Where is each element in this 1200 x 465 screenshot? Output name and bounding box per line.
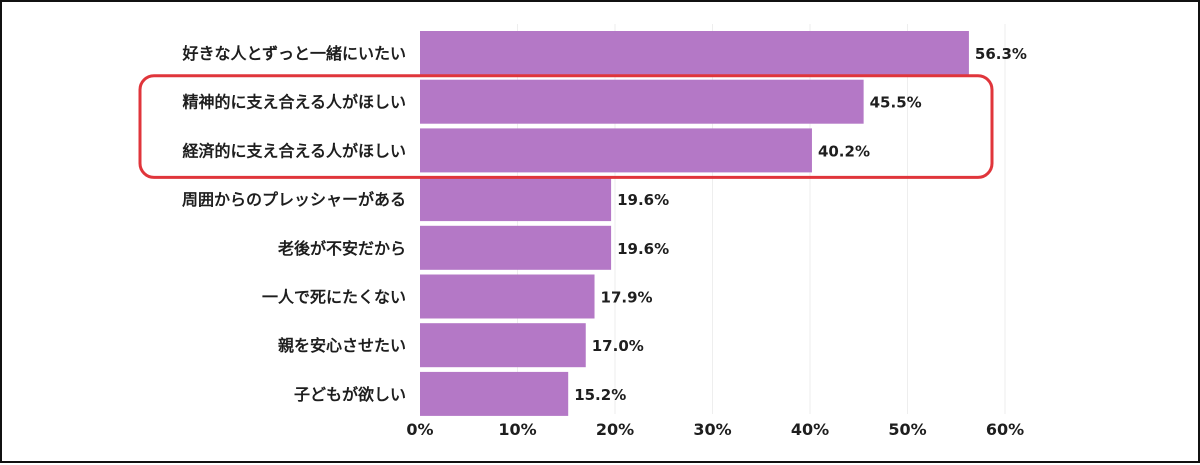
bar [420, 79, 864, 124]
category-label: 精神的に支え合える人がほしい [182, 93, 406, 112]
x-axis-ticks: 0% 10% 20% 30% 40% 50% 60% [406, 420, 1024, 439]
x-tick-label: 50% [888, 420, 926, 439]
bar [420, 323, 586, 368]
value-label: 45.5% [870, 94, 922, 112]
category-label: 周囲からのプレッシャーがある [182, 190, 406, 209]
category-label: 好きな人とずっと一緒にいたい [181, 44, 406, 63]
bar [420, 177, 612, 222]
category-label: 子どもが欲しい [294, 385, 406, 404]
value-labels: 56.3% 45.5% 40.2% 19.6% 19.6% 17.9% 17.0% 15.2% [574, 45, 1027, 404]
bar [420, 128, 812, 173]
highlight-outline [138, 74, 994, 179]
bar [420, 274, 595, 319]
highlight-box [138, 74, 994, 179]
value-label: 17.9% [601, 289, 653, 307]
bar [420, 31, 969, 75]
x-tick-label: 10% [498, 420, 536, 439]
category-label: 親を安心させたい [278, 336, 406, 355]
category-label: 老後が不安だから [277, 239, 406, 258]
x-tick-label: 60% [986, 420, 1024, 439]
value-label: 40.2% [818, 142, 870, 160]
bars [420, 31, 969, 416]
value-label: 15.2% [574, 386, 626, 404]
x-tick-label: 0% [406, 420, 433, 439]
x-tick-label: 40% [791, 420, 829, 439]
x-tick-label: 30% [693, 420, 731, 439]
bar [420, 371, 569, 416]
category-label: 一人で死にたくない [262, 288, 406, 307]
category-label: 経済的に支え合える人がほしい [182, 141, 406, 160]
value-label: 17.0% [592, 337, 644, 355]
value-label: 56.3% [975, 45, 1027, 63]
value-label: 19.6% [617, 240, 669, 258]
category-labels: 好きな人とずっと一緒にいたい精神的に支え合える人がほしい経済的に支え合える人がほ… [181, 44, 406, 404]
x-tick-label: 20% [596, 420, 634, 439]
value-label: 19.6% [617, 191, 669, 209]
bar [420, 225, 612, 270]
